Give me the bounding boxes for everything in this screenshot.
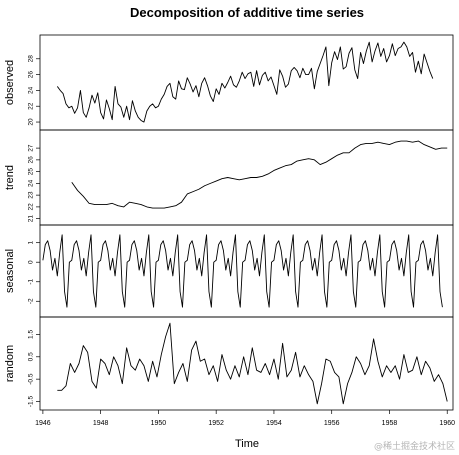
y-axis-label-random: random (4, 345, 16, 382)
y-tick-label-observed: 22 (28, 102, 35, 110)
x-axis: 1946 1948 1950 1952 1954 1956 1958 1960 (35, 410, 455, 427)
y-tick-label-random: -0.5 (28, 373, 35, 385)
y-tick-label-trend: 24 (28, 179, 35, 187)
x-tick-label: 1954 (266, 420, 282, 427)
y-tick-label-trend: 21 (28, 215, 35, 223)
x-tick-label: 1958 (382, 420, 398, 427)
y-tick-label-random: 1.5 (28, 330, 35, 339)
series-line-seasonal (42, 234, 443, 308)
series-line-random (57, 322, 448, 405)
panel-seasonal: seasonal -2 -1 0 1 (4, 224, 454, 318)
x-tick-label: 1950 (151, 420, 167, 427)
panel-observed: observed 20 22 24 26 28 (4, 34, 454, 131)
y-tick-label-observed: 28 (28, 55, 35, 63)
watermark: @稀土掘金技术社区 (374, 440, 455, 452)
y-tick-label-observed: 20 (28, 118, 35, 126)
x-axis-label: Time (235, 438, 259, 450)
y-tick-label-seasonal: -2 (28, 298, 35, 304)
y-axis-label-trend: trend (4, 165, 16, 190)
panel-random: random -1.5 -0.5 0.5 1.5 (4, 316, 454, 411)
y-tick-label-trend: 26 (28, 156, 35, 164)
y-tick-label-random: -1.5 (28, 396, 35, 408)
y-tick-label-seasonal: 0 (28, 260, 35, 264)
series-line-trend (71, 140, 448, 209)
panel-frame-seasonal (39, 224, 454, 318)
y-tick-label-trend: 27 (28, 144, 35, 152)
y-tick-label-random: 0.5 (28, 352, 35, 361)
y-tick-label-trend: 25 (28, 168, 35, 176)
panels: observed 20 22 24 26 28 trend 21 22 23 24 25 26 27 sea… (4, 34, 454, 411)
x-tick-label: 1952 (208, 420, 224, 427)
x-tick-label: 1956 (324, 420, 340, 427)
chart-title: Decomposition of additive time series (130, 5, 364, 20)
panel-trend: trend 21 22 23 24 25 26 27 (4, 129, 454, 226)
y-tick-label-trend: 23 (28, 191, 35, 199)
y-tick-label-seasonal: 1 (28, 240, 35, 244)
x-tick-label: 1946 (35, 420, 51, 427)
y-axis-label-seasonal: seasonal (4, 249, 16, 293)
y-tick-label-trend: 22 (28, 203, 35, 211)
x-tick-label: 1948 (93, 420, 109, 427)
y-axis-label-observed: observed (4, 60, 16, 105)
y-tick-label-observed: 26 (28, 71, 35, 79)
y-tick-label-seasonal: -1 (28, 278, 35, 284)
series-line-observed (56, 41, 434, 123)
x-tick-label: 1960 (439, 420, 455, 427)
panel-frame-random (39, 316, 454, 411)
y-tick-label-observed: 24 (28, 86, 35, 94)
